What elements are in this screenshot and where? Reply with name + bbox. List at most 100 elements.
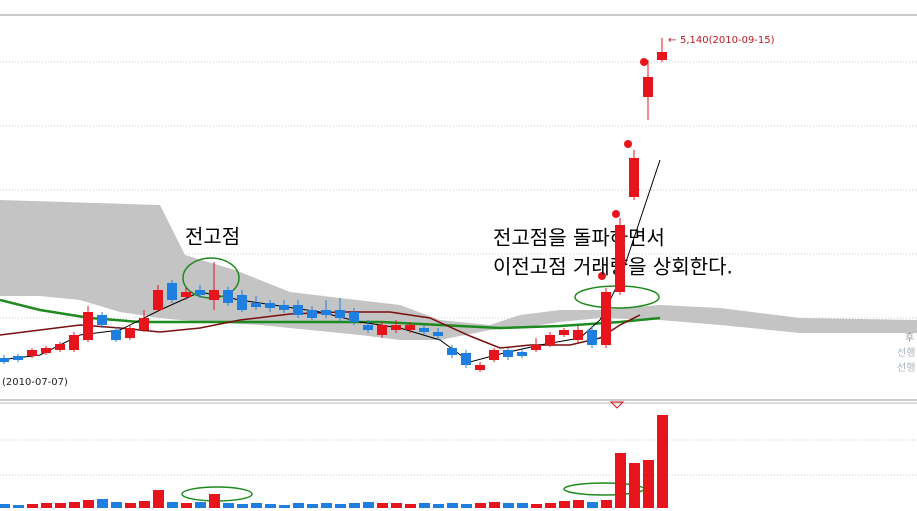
candle-body	[83, 312, 93, 340]
candle-body	[69, 335, 79, 350]
volume-bar	[363, 502, 374, 508]
ichimoku-cloud	[0, 200, 917, 340]
volume-bar	[209, 494, 220, 508]
candle-body	[209, 290, 219, 300]
candle-body	[517, 352, 527, 356]
volume-bar	[307, 504, 318, 508]
volume-bar	[97, 499, 108, 508]
candle-body	[615, 225, 625, 292]
volume-bar	[293, 503, 304, 508]
volume-bar	[13, 505, 24, 508]
volume-bar	[391, 503, 402, 508]
signal-triangle	[609, 401, 625, 409]
volume-bar	[419, 503, 430, 508]
candle-body	[139, 318, 149, 330]
candle-body	[377, 325, 387, 335]
volume-bar	[55, 503, 66, 508]
candle-body	[349, 312, 359, 322]
volume-bar	[237, 504, 248, 508]
candle-body	[251, 303, 261, 307]
candle-body	[503, 350, 513, 357]
volume-bar	[167, 502, 178, 508]
marks	[0, 38, 668, 508]
annotation: 이전고점 거래량을 상회한다.	[493, 255, 733, 279]
candle-body	[321, 310, 331, 315]
volume-bar	[573, 500, 584, 508]
volume-bar	[475, 503, 486, 508]
candle-body	[573, 330, 583, 340]
candle-body	[489, 350, 499, 360]
high-arrow: ←	[668, 35, 676, 46]
candle-body	[41, 348, 51, 353]
volume-bar	[251, 503, 262, 508]
low-label: (2010-07-07)	[2, 377, 68, 388]
candle-body	[475, 365, 485, 370]
volume-bar	[321, 503, 332, 508]
volume-bar	[139, 501, 150, 508]
volume-bar	[27, 504, 38, 508]
candle-body	[335, 310, 345, 318]
volume-bar	[615, 453, 626, 508]
candle-body	[265, 303, 275, 308]
volume-bar	[181, 503, 192, 508]
signal-marker	[640, 58, 648, 66]
volume-bar	[195, 502, 206, 508]
volume-bar	[349, 503, 360, 508]
volume-bar	[517, 503, 528, 508]
candle-body	[433, 332, 443, 336]
candle-body	[461, 353, 471, 365]
side-label: 후	[905, 332, 914, 344]
volume-bar	[335, 504, 346, 508]
candle-body	[125, 328, 135, 338]
volume-bar	[489, 502, 500, 508]
volume-bar	[0, 504, 10, 508]
candle-body	[27, 350, 37, 356]
candle-body	[531, 345, 541, 350]
high-label: 5,140(2010-09-15)	[680, 35, 775, 46]
signal-marker	[624, 140, 632, 148]
volume-bar	[69, 502, 80, 508]
candle-body	[601, 292, 611, 345]
candle-body	[643, 77, 653, 97]
candle-body	[181, 292, 191, 297]
side-label: 선행	[897, 362, 915, 374]
volume-bar	[531, 504, 542, 508]
volume-bar	[265, 504, 276, 508]
volume-bar	[629, 463, 640, 508]
candle-body	[293, 305, 303, 315]
candle-body	[363, 325, 373, 330]
candle-body	[419, 328, 429, 332]
candle-body	[111, 330, 121, 340]
candle-body	[97, 315, 107, 325]
moving-average-mid	[0, 311, 641, 349]
candle-body	[13, 356, 23, 360]
volume-bar	[643, 460, 654, 508]
volume-bar	[405, 504, 416, 508]
candle-body	[629, 158, 639, 197]
candle-body	[195, 290, 205, 295]
candle-body	[559, 330, 569, 335]
volume-bar	[461, 504, 472, 508]
volume-bar	[503, 503, 514, 508]
volume-bar	[41, 503, 52, 508]
volume-bar	[447, 503, 458, 508]
volume-bar	[153, 490, 164, 508]
annotation: 전고점	[185, 225, 240, 249]
candle-body	[55, 344, 65, 350]
candle-body	[657, 52, 667, 60]
side-label: 선행	[897, 347, 915, 359]
candle-body	[237, 295, 247, 310]
candle-body	[153, 290, 163, 310]
candle-body	[545, 335, 555, 345]
volume-bar	[83, 500, 94, 508]
candle-body	[391, 325, 401, 330]
candle-body	[223, 290, 233, 303]
annotation: 전고점을 돌파하면서	[493, 226, 665, 250]
volume-bar	[587, 502, 598, 508]
signal-marker	[612, 210, 620, 218]
volume-bar	[125, 503, 136, 508]
candle-body	[447, 348, 457, 355]
volume-bar	[223, 503, 234, 508]
candle-body	[279, 305, 289, 310]
